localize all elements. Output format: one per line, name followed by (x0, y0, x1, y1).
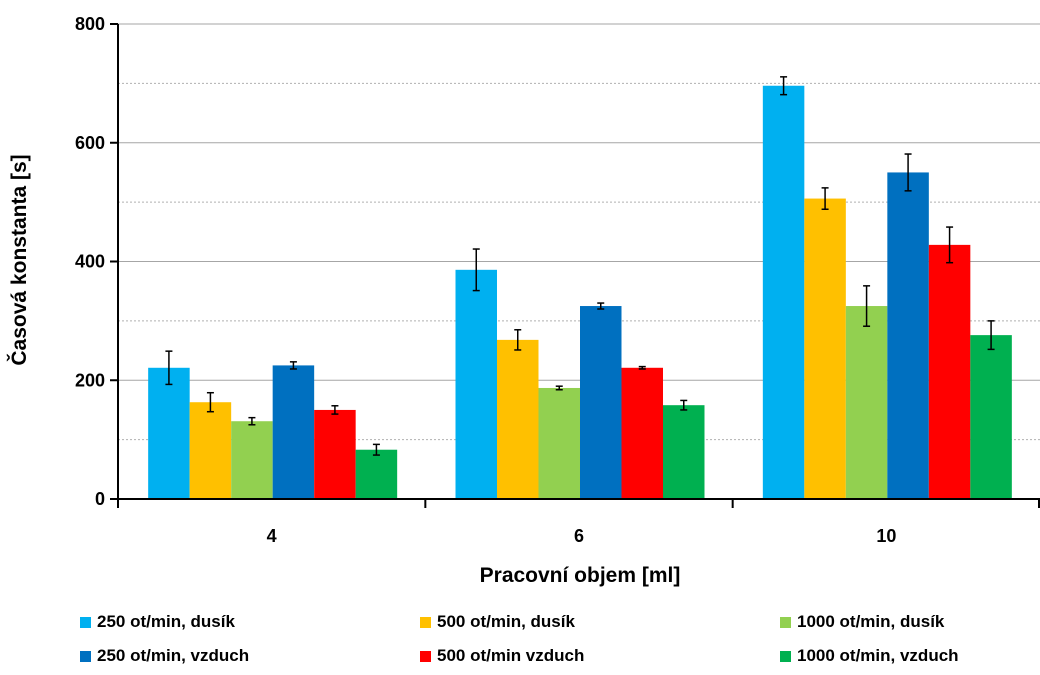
legend-swatch (420, 650, 431, 662)
bar (928, 244, 971, 499)
bar (355, 449, 398, 499)
bar (148, 367, 190, 499)
bar (314, 409, 356, 499)
y-tick-label: 200 (75, 370, 105, 390)
y-tick-label: 0 (95, 489, 105, 509)
legend-swatch (80, 616, 91, 628)
legend-swatch (780, 616, 791, 628)
legend-item: 500 ot/min vzduch (420, 646, 584, 666)
bar-layer (148, 76, 1012, 499)
y-tick-label: 400 (75, 252, 105, 272)
bar (970, 335, 1012, 499)
legend-label: 500 ot/min vzduch (437, 646, 585, 665)
legend-swatch (780, 650, 791, 662)
y-axis-title: Časová konstanta [s] (7, 154, 31, 365)
y-tick-label: 800 (75, 14, 105, 34)
chart-svg: 0 200 400 600 800 4 6 10 Časová konstanta [s] P… (7, 14, 1040, 587)
legend: 250 ot/min, dusík 500 ot/min, dusík 1000 o… (0, 612, 1040, 672)
legend-item: 250 ot/min, vzduch (80, 646, 249, 666)
x-tick-label: 4 (267, 526, 277, 546)
legend-label: 1000 ot/min, vzduch (797, 646, 959, 665)
bar (621, 367, 663, 499)
legend-label: 500 ot/min, dusík (437, 612, 575, 631)
bar (189, 402, 232, 499)
legend-label: 1000 ot/min, dusík (797, 612, 945, 631)
x-tick-label: 6 (574, 526, 584, 546)
legend-item: 500 ot/min, dusík (420, 612, 575, 632)
bar (762, 85, 805, 499)
legend-item: 1000 ot/min, dusík (780, 612, 944, 632)
y-tick-label: 600 (75, 133, 105, 153)
bar (538, 387, 580, 499)
axis-layer: 0 200 400 600 800 4 6 10 (75, 14, 1040, 546)
bar (663, 405, 705, 499)
bar (455, 269, 497, 499)
bar (845, 306, 888, 499)
bar (887, 172, 929, 499)
x-tick-label: 10 (876, 526, 896, 546)
legend-item: 1000 ot/min, vzduch (780, 646, 959, 666)
bar (497, 339, 539, 499)
legend-swatch (80, 650, 91, 662)
legend-label: 250 ot/min, dusík (97, 612, 235, 631)
x-axis-title: Pracovní objem [ml] (480, 564, 681, 587)
legend-swatch (420, 616, 431, 628)
bar (272, 365, 315, 499)
bar (804, 198, 846, 499)
bar (580, 306, 622, 499)
legend-label: 250 ot/min, vzduch (97, 646, 250, 665)
legend-item: 250 ot/min, dusík (80, 612, 235, 632)
bar (231, 421, 273, 499)
